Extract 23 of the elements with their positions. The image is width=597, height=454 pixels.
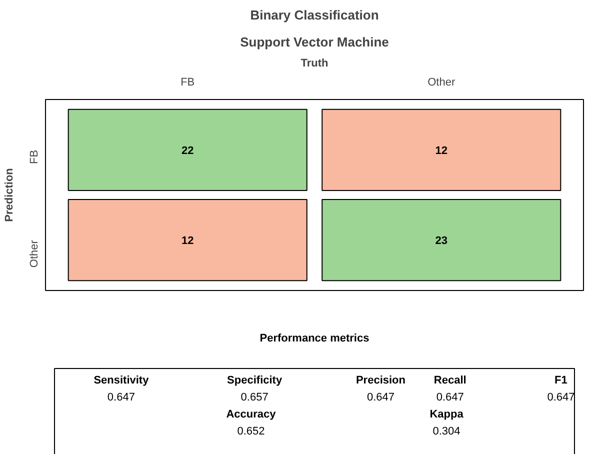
data-label: 0.657 bbox=[240, 392, 268, 404]
data-label: 0.304 bbox=[432, 426, 460, 438]
category-label: Precision bbox=[356, 374, 406, 386]
data-label: 22 bbox=[181, 144, 194, 157]
category-label: Recall bbox=[434, 374, 466, 386]
data-label: 23 bbox=[435, 235, 448, 248]
text: Performance metrics bbox=[260, 332, 370, 344]
data-label: 0.647 bbox=[366, 392, 395, 404]
chart-title: Binary Classification bbox=[250, 8, 379, 22]
category-label: Sensitivity bbox=[94, 374, 150, 386]
category-label: Specificity bbox=[227, 374, 283, 386]
category-label: F1 bbox=[554, 374, 568, 386]
data-label: 0.652 bbox=[237, 426, 265, 438]
data-label: 0.647 bbox=[107, 392, 135, 404]
data-label: 0.647 bbox=[547, 392, 575, 404]
chart-subtitle: Support Vector Machine bbox=[240, 34, 389, 50]
data-label: 0.647 bbox=[436, 392, 464, 404]
x-axis-title: Truth bbox=[300, 58, 329, 70]
y-axis-title: Prediction bbox=[4, 168, 16, 222]
data-label: 12 bbox=[435, 144, 448, 157]
data-label: 12 bbox=[181, 235, 194, 248]
category-label: Accuracy bbox=[226, 408, 277, 420]
category-label: Kappa bbox=[430, 408, 464, 420]
